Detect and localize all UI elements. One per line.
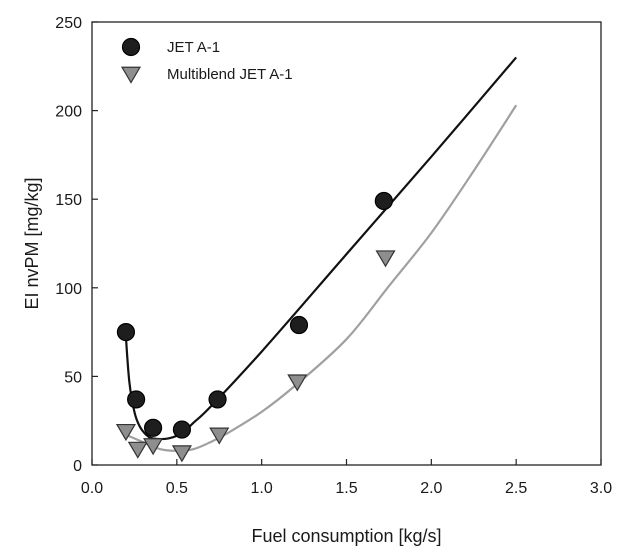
multiblend-point: [127, 441, 148, 459]
x-tick-label: 0.5: [166, 480, 188, 497]
y-tick-label: 50: [64, 369, 82, 386]
fit-curve-jet-a1: [124, 56, 518, 441]
x-tick-label: 3.0: [590, 480, 612, 497]
multiblend-point: [115, 423, 136, 442]
fit-curve-multiblend: [125, 104, 518, 452]
jet-a1-point: [127, 390, 146, 409]
legend-label: JET A-1: [167, 39, 220, 56]
jet-a1-point: [172, 420, 192, 439]
multiblend-point: [143, 438, 164, 456]
plot-area-frame: [91, 21, 602, 466]
data-points: [115, 191, 396, 463]
jet-a1-point: [208, 390, 227, 409]
jet-a1-point: [143, 418, 163, 437]
multiblend-point: [209, 427, 230, 445]
legend-marker-jet-a1: [121, 37, 141, 57]
y-tick-label: 100: [55, 281, 82, 298]
x-tick-label: 1.5: [335, 480, 357, 497]
fit-curves: [124, 56, 518, 452]
y-tick-label: 250: [55, 15, 82, 32]
x-axis-title: Fuel consumption [kg/s]: [251, 526, 441, 546]
x-tick-label: 2.5: [505, 480, 527, 497]
legend-marker-multiblend: [120, 66, 142, 84]
jet-a1-point: [116, 323, 136, 342]
jet-a1-point: [374, 191, 393, 211]
legend-label: Multiblend JET A-1: [167, 66, 293, 83]
y-tick-label: 150: [55, 192, 82, 209]
multiblend-point: [287, 374, 308, 392]
y-tick-label: 0: [73, 458, 82, 475]
legend: JET A-1 Multiblend JET A-1: [120, 37, 293, 84]
axis-ticks: 0.0 0.5 1.0 1.5 2.0 2.5 3.0 0 50 100 150 200 250: [55, 15, 612, 497]
x-tick-label: 0.0: [81, 480, 103, 497]
x-tick-label: 2.0: [420, 480, 442, 497]
jet-a1-point: [289, 315, 309, 335]
y-tick-label: 200: [55, 104, 82, 121]
y-axis-title: EI nvPM [mg/kg]: [22, 177, 42, 309]
multiblend-point: [171, 445, 192, 463]
x-tick-label: 1.0: [251, 480, 273, 497]
multiblend-point: [375, 250, 396, 268]
